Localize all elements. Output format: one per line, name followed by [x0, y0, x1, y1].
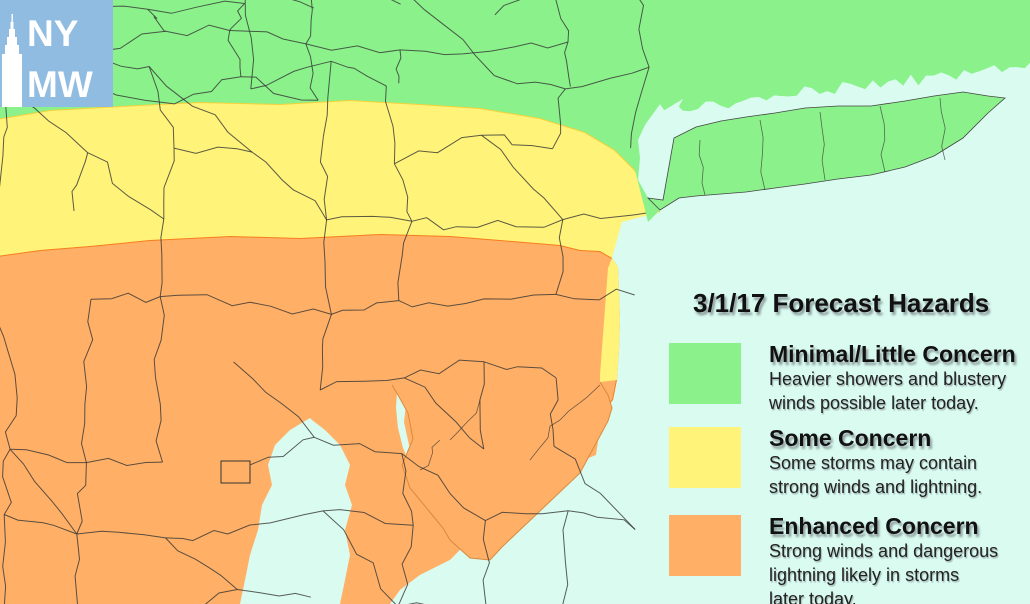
- svg-text:MW: MW: [27, 64, 93, 105]
- svg-text:NY: NY: [27, 13, 79, 54]
